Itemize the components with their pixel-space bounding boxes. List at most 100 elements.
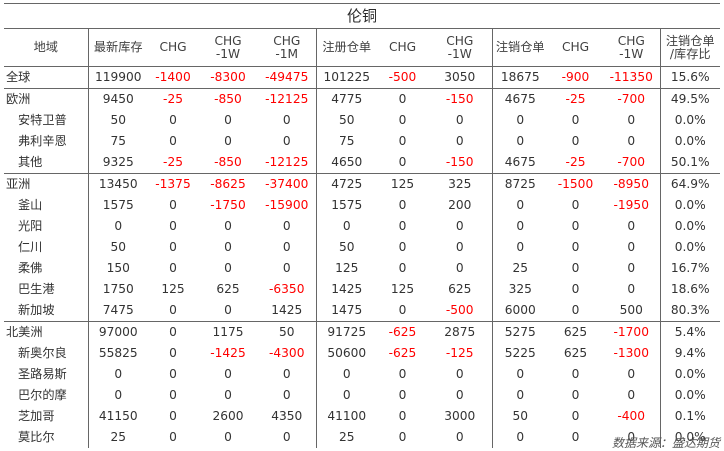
table-title: 伦铜 (4, 3, 721, 29)
header-latest-stock: 最新库存 (87, 28, 148, 67)
cell-registered-chg-1w: -150 (445, 155, 474, 169)
cell-registered-chg: 0 (398, 430, 407, 444)
cell-stock-chg: 0 (169, 113, 177, 127)
cell-stock-chg-1m: 4350 (271, 409, 303, 423)
cell-cancelled-chg-1w: 0 (627, 430, 636, 444)
cell-cancelled-stock-ratio: 49.5% (659, 88, 721, 110)
cell-cancelled-stock-ratio: 0.1% (659, 406, 721, 427)
table-row: 欧洲 9450 -25 -850 -12125 4775 0 -150 4675 -25 -700 4… (4, 88, 721, 110)
header-registered-chg-1w: CHG -1W (428, 28, 492, 67)
cell-cancelled-warrants: 325 (491, 279, 548, 300)
cell-latest-stock: 0 (87, 364, 148, 385)
cell-cancelled-chg-1w: 0 (627, 113, 636, 127)
cell-latest-stock: 119900 (87, 66, 148, 89)
cell-registered-warrants: 50600 (315, 343, 377, 364)
region-name: 柔佛 (18, 261, 43, 275)
cell-cancelled-stock-ratio: 15.6% (659, 66, 721, 89)
cell-registered-chg: -625 (388, 346, 417, 360)
table-row: 釜山 1575 0 -1750 -15900 1575 0 200 0 0 -1950 0.0% (4, 195, 721, 216)
cell-registered-chg-1w: 0 (455, 134, 464, 148)
cell-cancelled-stock-ratio: 50.1% (659, 152, 721, 174)
cell-cancelled-chg-1w: 0 (627, 367, 636, 381)
cell-latest-stock: 150 (87, 258, 148, 279)
cell-cancelled-warrants: 25 (491, 258, 548, 279)
cell-stock-chg: 0 (169, 261, 177, 275)
cell-registered-chg-1w: -150 (428, 88, 492, 110)
cell-stock-chg: 0 (169, 219, 177, 233)
cell-stock-chg: 125 (161, 282, 185, 296)
cell-stock-chg-1m: -49475 (258, 66, 316, 89)
cell-cancelled-warrants: 0 (491, 237, 548, 258)
cell-cancelled-chg: -25 (548, 88, 603, 110)
cell-stock-chg-1m: -12125 (265, 155, 309, 169)
cell-cancelled-warrants: 4675 (491, 152, 548, 174)
cell-cancelled-stock-ratio: 5.4% (659, 321, 721, 343)
table-row: 北美洲 97000 0 1175 50 91725 -625 2875 5275 625 -1700… (4, 321, 721, 343)
region-name: 光阳 (18, 219, 43, 233)
cell-latest-stock: 25 (87, 427, 148, 448)
header-stock-chg: CHG (148, 28, 198, 67)
region-name: 新加坡 (18, 303, 55, 317)
table-row: 巴尔的摩 0 0 0 0 0 0 0 0 0 0 0.0% (4, 385, 721, 406)
cell-registered-chg: 0 (398, 303, 407, 317)
cell-stock-chg: -25 (148, 88, 198, 110)
cell-cancelled-warrants: 5225 (491, 343, 548, 364)
table-row: 莫比尔 25 0 0 0 25 0 0 0 0 0 0.0% (4, 427, 721, 448)
cell-registered-chg: 0 (398, 367, 407, 381)
cell-registered-chg-1w: 0 (455, 430, 464, 444)
cell-cancelled-chg: 0 (571, 134, 580, 148)
cell-registered-chg-1w: 625 (448, 282, 472, 296)
cell-cancelled-chg-1w: 0 (627, 240, 636, 254)
cell-registered-chg-1w: 0 (455, 240, 464, 254)
cell-cancelled-warrants: 4675 (491, 88, 548, 110)
cell-registered-warrants: 0 (315, 364, 377, 385)
cell-stock-chg: 0 (169, 198, 177, 212)
data-source-note: 数据来源：盛达期货 (611, 436, 720, 450)
copper-inventory-table-container: 伦铜 地域 最新库存 CHG CHG -1W CHG -1M 注册仓单 CHG CHG -1W… (4, 3, 721, 450)
table-row: 安特卫普 50 0 0 0 50 0 0 0 0 0 0.0% (4, 110, 721, 131)
cell-latest-stock: 1750 (87, 279, 148, 300)
region-name: 北美洲 (4, 321, 88, 343)
cell-cancelled-stock-ratio: 64.9% (659, 173, 721, 195)
cell-registered-chg: 0 (398, 134, 407, 148)
cell-cancelled-chg-1w: 0 (627, 219, 636, 233)
cell-cancelled-stock-ratio: 9.4% (659, 343, 721, 364)
cell-registered-chg-1w: 0 (455, 261, 464, 275)
cell-registered-warrants: 41100 (315, 406, 377, 427)
cell-registered-chg-1w: -500 (445, 303, 474, 317)
region-name: 莫比尔 (18, 430, 55, 444)
cell-stock-chg-1m: -37400 (258, 173, 316, 195)
table-row: 圣路易斯 0 0 0 0 0 0 0 0 0 0 0.0% (4, 364, 721, 385)
cell-stock-chg: -25 (163, 155, 183, 169)
cell-stock-chg-1m: 0 (282, 134, 291, 148)
cell-registered-warrants: 75 (315, 131, 377, 152)
region-name: 圣路易斯 (18, 367, 67, 381)
cell-stock-chg-1m: -12125 (258, 88, 316, 110)
cell-cancelled-chg: 0 (571, 282, 580, 296)
region-name: 芝加哥 (18, 409, 55, 423)
cell-registered-warrants: 1575 (315, 195, 377, 216)
cell-registered-chg-1w: 0 (455, 388, 464, 402)
table-row: 芝加哥 41150 0 2600 4350 41100 0 3000 50 0 -400 0.1% (4, 406, 721, 427)
cell-stock-chg: 0 (169, 303, 177, 317)
region-name: 巴尔的摩 (18, 388, 67, 402)
header-registered-chg: CHG (377, 28, 428, 67)
cell-stock-chg: 0 (169, 134, 177, 148)
cell-registered-warrants: 125 (315, 258, 377, 279)
cell-cancelled-chg-1w: -8950 (603, 173, 660, 195)
cell-latest-stock: 13450 (87, 173, 148, 195)
cell-cancelled-warrants: 0 (491, 216, 548, 237)
table-row: 新奥尔良 55825 0 -1425 -4300 50600 -625 -125 5225 625… (4, 343, 721, 364)
cell-stock-chg-1w: 0 (224, 367, 232, 381)
cell-registered-chg: -500 (377, 66, 428, 89)
cell-cancelled-chg: 0 (571, 430, 580, 444)
cell-cancelled-chg-1w: 0 (627, 282, 636, 296)
table-row: 其他 9325 -25 -850 -12125 4650 0 -150 4675 -25 -700 5… (4, 152, 721, 174)
cell-cancelled-warrants: 0 (491, 427, 548, 448)
header-region: 地域 (4, 28, 88, 67)
cell-registered-chg: -625 (377, 321, 428, 343)
cell-cancelled-stock-ratio: 80.3% (659, 300, 721, 322)
cell-registered-chg: 0 (398, 155, 407, 169)
cell-stock-chg-1w: 0 (224, 219, 232, 233)
table-row: 亚洲 13450 -1375 -8625 -37400 4725 125 325 8725 -15… (4, 173, 721, 195)
